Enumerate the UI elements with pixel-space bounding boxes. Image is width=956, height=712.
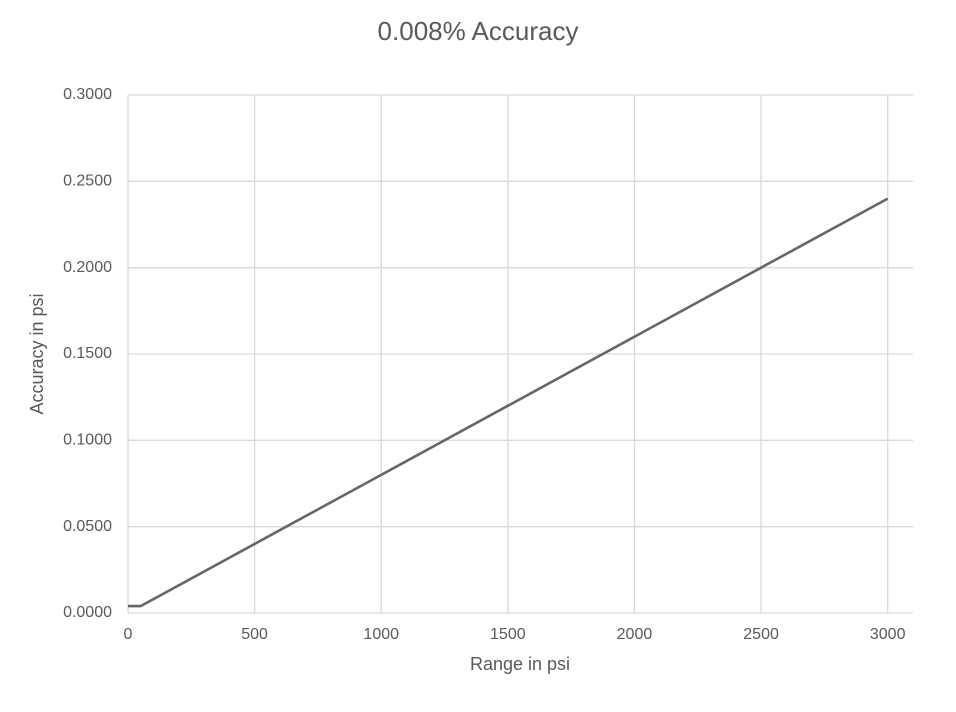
y-tick-label: 0.0000 [63, 604, 112, 621]
y-axis-label: Accuracy in psi [27, 293, 47, 414]
x-tick-label: 1500 [490, 626, 526, 643]
x-tick-label: 2500 [743, 626, 779, 643]
y-tick-label: 0.1000 [63, 432, 112, 449]
data-line [128, 197, 889, 608]
x-axis-label: Range in psi [470, 654, 570, 674]
x-tick-label: 3000 [870, 626, 906, 643]
y-tick-label: 0.2500 [63, 173, 112, 190]
x-tick-label: 0 [124, 626, 133, 643]
x-tick-label: 1000 [363, 626, 399, 643]
y-tick-label: 0.0500 [63, 518, 112, 535]
y-tick-label: 0.3000 [63, 86, 112, 103]
y-tick-label: 0.1500 [63, 345, 112, 362]
x-tick-label: 2000 [617, 626, 653, 643]
y-tick-label: 0.2000 [63, 259, 112, 276]
x-tick-label: 500 [241, 626, 268, 643]
chart-title: 0.008% Accuracy [378, 16, 579, 46]
